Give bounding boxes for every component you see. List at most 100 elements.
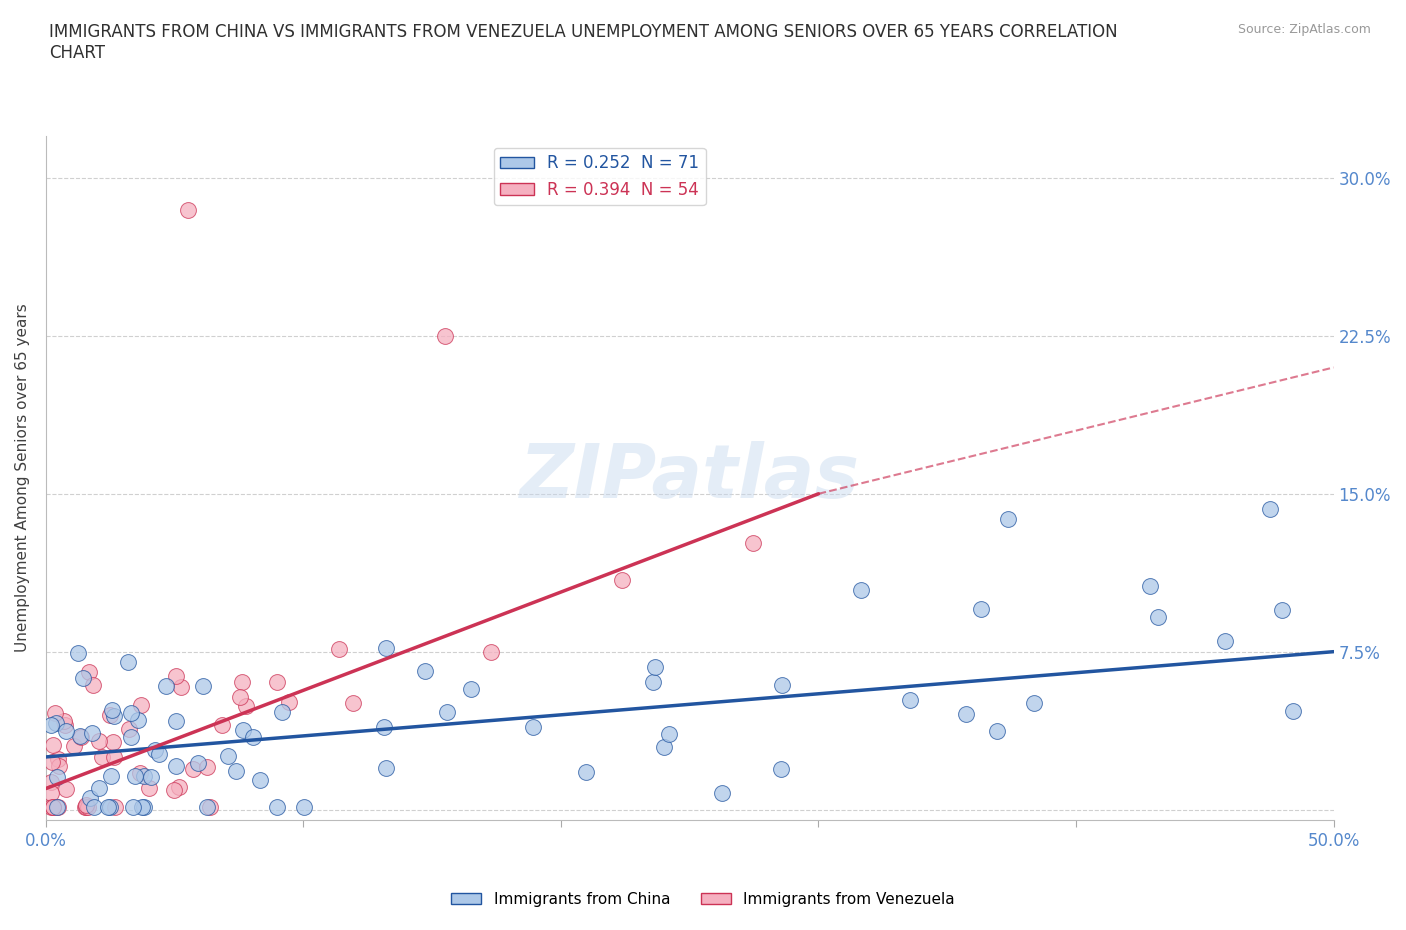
Point (75, 800, 97, 815)
Point (198, 800, 221, 815)
Legend: Immigrants from China, Immigrants from Venezuela: Immigrants from China, Immigrants from V… (444, 886, 962, 913)
Point (79, 791, 101, 806)
Point (986, 724, 1008, 738)
Point (129, 765, 152, 780)
Point (83, 800, 105, 815)
Point (195, 800, 218, 815)
Point (138, 781, 160, 796)
Point (231, 674, 253, 689)
Point (120, 729, 142, 744)
Point (249, 772, 271, 787)
Point (1258, 501, 1281, 516)
Point (658, 726, 681, 741)
Point (39, 775, 62, 790)
Point (120, 706, 142, 721)
Point (195, 760, 218, 775)
Point (103, 709, 125, 724)
Point (117, 655, 139, 670)
Point (434, 328, 457, 343)
Point (127, 712, 149, 727)
Point (103, 750, 125, 764)
Point (101, 702, 124, 717)
Point (79, 665, 101, 680)
Point (55, 724, 77, 738)
Point (1213, 633, 1236, 648)
Point (98, 707, 121, 722)
Point (232, 723, 254, 737)
Text: ZIPatlas: ZIPatlas (520, 442, 859, 514)
Point (52, 713, 75, 728)
Point (80, 725, 103, 740)
Point (292, 800, 315, 815)
Point (413, 664, 436, 679)
Point (652, 740, 675, 755)
Point (39, 786, 62, 801)
Point (374, 761, 396, 776)
Point (67, 646, 90, 661)
Point (145, 743, 167, 758)
Point (45, 716, 67, 731)
Point (163, 782, 186, 797)
Point (225, 764, 247, 778)
Point (436, 704, 458, 719)
Point (741, 536, 763, 551)
Point (155, 679, 177, 694)
Point (77, 800, 100, 815)
Legend: R = 0.252  N = 71, R = 0.394  N = 54: R = 0.252 N = 71, R = 0.394 N = 54 (494, 148, 706, 206)
Point (1147, 610, 1170, 625)
Point (217, 748, 239, 763)
Point (342, 696, 364, 711)
Point (132, 768, 155, 783)
Point (955, 707, 977, 722)
Point (48, 758, 70, 773)
Point (100, 768, 122, 783)
Point (643, 674, 665, 689)
Point (42, 800, 65, 815)
Point (1282, 703, 1305, 718)
Point (851, 582, 873, 597)
Point (91, 750, 114, 764)
Point (44, 705, 66, 720)
Point (970, 602, 993, 617)
Point (45, 800, 67, 815)
Point (165, 713, 187, 728)
Point (75, 798, 97, 813)
Point (1271, 603, 1294, 618)
Point (460, 682, 482, 697)
Point (46, 769, 69, 784)
Point (1139, 578, 1161, 593)
Point (69, 728, 91, 743)
Point (118, 722, 141, 737)
Point (148, 747, 170, 762)
Point (997, 512, 1019, 526)
Point (170, 679, 193, 694)
Point (242, 729, 264, 744)
Point (42, 800, 65, 815)
Point (165, 669, 187, 684)
Point (191, 678, 214, 693)
Point (610, 573, 633, 588)
Point (89, 780, 111, 795)
Point (375, 641, 398, 656)
Point (139, 770, 162, 785)
Point (181, 762, 204, 777)
Point (124, 769, 146, 784)
Point (229, 690, 252, 705)
Point (277, 695, 299, 710)
Point (770, 678, 793, 693)
Point (55, 781, 77, 796)
Point (898, 693, 921, 708)
Point (72, 671, 94, 685)
Point (46, 751, 69, 766)
Point (46, 800, 69, 815)
Point (131, 800, 153, 815)
Point (104, 800, 127, 815)
Point (711, 785, 734, 800)
Text: Source: ZipAtlas.com: Source: ZipAtlas.com (1237, 23, 1371, 36)
Y-axis label: Unemployment Among Seniors over 65 years: Unemployment Among Seniors over 65 years (15, 303, 30, 652)
Point (167, 779, 190, 794)
Point (176, 202, 198, 217)
Point (70, 729, 93, 744)
Point (39, 800, 62, 815)
Text: IMMIGRANTS FROM CHINA VS IMMIGRANTS FROM VENEZUELA UNEMPLOYMENT AMONG SENIORS OV: IMMIGRANTS FROM CHINA VS IMMIGRANTS FROM… (49, 23, 1118, 62)
